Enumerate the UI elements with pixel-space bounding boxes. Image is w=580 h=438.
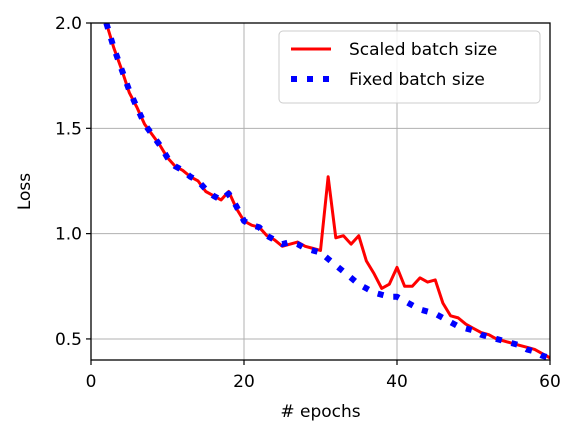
x-tick-label: 60 (539, 372, 561, 392)
legend: Scaled batch size Fixed batch size (278, 30, 541, 104)
y-tick-label: 0.5 (55, 330, 82, 350)
y-tick-label: 1.5 (55, 119, 82, 139)
y-axis-label: Loss (15, 173, 35, 210)
legend-label: Fixed batch size (349, 70, 485, 90)
y-tick-label: 1.0 (55, 225, 82, 245)
y-tick-label: 2.0 (55, 14, 82, 34)
legend-box (278, 30, 541, 104)
x-axis-label: # epochs (280, 402, 360, 422)
x-tick-label: 40 (386, 372, 408, 392)
x-tick-label: 0 (86, 372, 97, 392)
plot-area (103, 23, 550, 360)
axes-frame (90, 22, 551, 361)
ticks: 0 20 40 60 0.5 1.0 1.5 2.0 (55, 14, 561, 392)
series-line-fixed-batch-size (103, 23, 550, 360)
series-line-scaled-batch-size (104, 23, 550, 360)
legend-label: Scaled batch size (349, 40, 497, 60)
x-tick-label: 20 (233, 372, 255, 392)
